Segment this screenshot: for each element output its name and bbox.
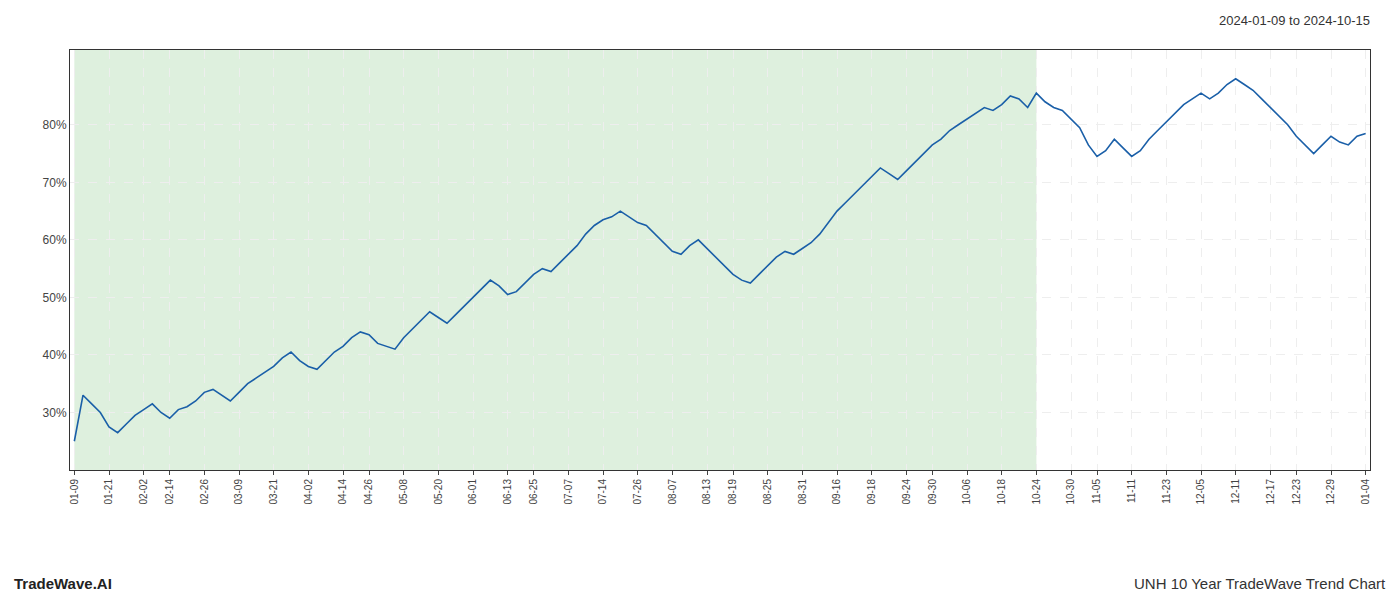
- svg-text:06-13: 06-13: [502, 479, 513, 505]
- svg-text:03-09: 03-09: [233, 479, 244, 505]
- svg-text:11-11: 11-11: [1126, 479, 1137, 504]
- svg-text:07-14: 07-14: [597, 479, 608, 505]
- svg-text:09-18: 09-18: [866, 479, 877, 505]
- svg-text:11-05: 11-05: [1091, 479, 1102, 504]
- svg-text:09-16: 09-16: [831, 479, 842, 505]
- svg-text:12-11: 12-11: [1230, 479, 1241, 504]
- svg-text:07-07: 07-07: [563, 479, 574, 505]
- svg-text:01-21: 01-21: [103, 479, 114, 505]
- svg-text:05-20: 05-20: [433, 479, 444, 505]
- svg-text:10-30: 10-30: [1065, 479, 1076, 505]
- svg-text:40%: 40%: [43, 348, 67, 362]
- svg-text:12-17: 12-17: [1265, 479, 1276, 505]
- svg-text:10-18: 10-18: [996, 479, 1007, 505]
- svg-text:01-09: 01-09: [69, 479, 80, 505]
- svg-text:09-30: 09-30: [927, 479, 938, 505]
- svg-text:02-02: 02-02: [138, 479, 149, 505]
- svg-text:12-23: 12-23: [1291, 479, 1302, 505]
- svg-text:04-26: 04-26: [363, 479, 374, 505]
- svg-text:80%: 80%: [43, 118, 67, 132]
- svg-text:07-26: 07-26: [632, 479, 643, 505]
- svg-text:06-01: 06-01: [467, 479, 478, 505]
- svg-text:02-14: 02-14: [164, 479, 175, 505]
- svg-text:70%: 70%: [43, 176, 67, 190]
- svg-text:11-23: 11-23: [1161, 479, 1172, 504]
- svg-text:2024-01-09 to 2024-10-15: 2024-01-09 to 2024-10-15: [1219, 13, 1370, 28]
- svg-text:06-25: 06-25: [528, 479, 539, 505]
- svg-text:08-07: 08-07: [667, 479, 678, 505]
- svg-text:60%: 60%: [43, 233, 67, 247]
- svg-text:UNH 10 Year TradeWave Trend Ch: UNH 10 Year TradeWave Trend Chart: [1134, 575, 1386, 592]
- svg-text:30%: 30%: [43, 406, 67, 420]
- svg-text:08-19: 08-19: [727, 479, 738, 505]
- svg-text:08-31: 08-31: [797, 479, 808, 505]
- svg-text:10-06: 10-06: [961, 479, 972, 505]
- svg-text:08-25: 08-25: [762, 479, 773, 505]
- svg-text:01-04: 01-04: [1360, 479, 1371, 505]
- svg-text:09-24: 09-24: [901, 479, 912, 505]
- svg-text:12-05: 12-05: [1195, 479, 1206, 505]
- svg-text:04-02: 04-02: [303, 479, 314, 505]
- svg-text:03-21: 03-21: [268, 479, 279, 505]
- svg-text:TradeWave.AI: TradeWave.AI: [14, 575, 112, 592]
- svg-text:02-26: 02-26: [199, 479, 210, 505]
- svg-text:04-14: 04-14: [337, 479, 348, 505]
- svg-text:12-29: 12-29: [1325, 479, 1336, 505]
- svg-text:05-08: 05-08: [398, 479, 409, 505]
- svg-text:50%: 50%: [43, 291, 67, 305]
- svg-text:08-13: 08-13: [701, 479, 712, 505]
- svg-text:10-24: 10-24: [1031, 479, 1042, 505]
